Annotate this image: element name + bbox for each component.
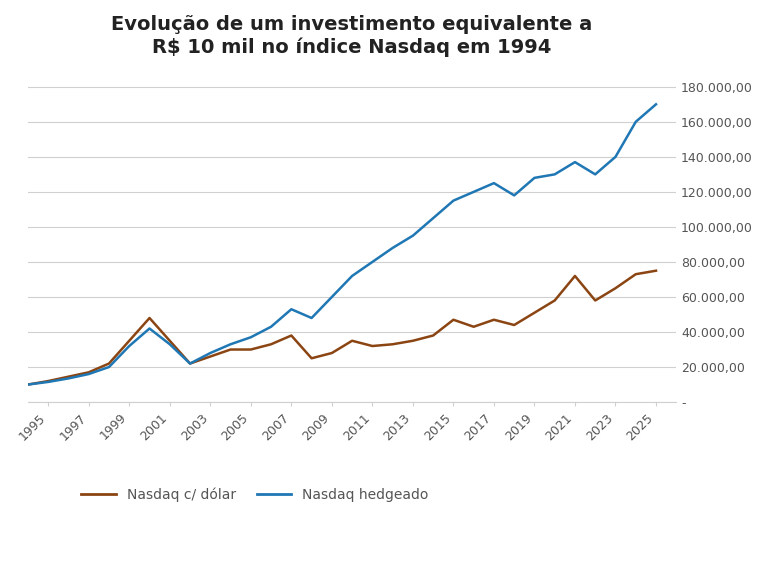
Nasdaq hedgeado — [23, 381, 32, 388]
Nasdaq hedgeado — [286, 306, 296, 313]
Nasdaq c/ dólar — [449, 316, 458, 323]
Nasdaq c/ dólar — [124, 338, 134, 344]
Nasdaq c/ dólar — [206, 353, 215, 360]
Nasdaq hedgeado — [489, 180, 498, 187]
Nasdaq c/ dólar — [611, 285, 620, 291]
Nasdaq hedgeado — [165, 341, 174, 348]
Nasdaq hedgeado — [266, 323, 276, 330]
Nasdaq hedgeado — [631, 118, 641, 125]
Nasdaq c/ dólar — [307, 355, 316, 362]
Nasdaq c/ dólar — [266, 341, 276, 348]
Nasdaq hedgeado — [124, 343, 134, 350]
Nasdaq hedgeado — [368, 259, 377, 266]
Nasdaq hedgeado — [611, 153, 620, 160]
Nasdaq c/ dólar — [368, 343, 377, 350]
Nasdaq hedgeado — [84, 370, 94, 377]
Nasdaq c/ dólar — [104, 360, 114, 367]
Nasdaq hedgeado — [510, 192, 519, 199]
Nasdaq c/ dólar — [286, 332, 296, 339]
Title: Evolução de um investimento equivalente a
R$ 10 mil no índice Nasdaq em 1994: Evolução de um investimento equivalente … — [111, 15, 593, 56]
Nasdaq c/ dólar — [651, 267, 660, 274]
Nasdaq hedgeado — [449, 197, 458, 204]
Nasdaq c/ dólar — [84, 369, 94, 376]
Nasdaq c/ dólar — [631, 271, 641, 278]
Nasdaq hedgeado — [104, 363, 114, 370]
Nasdaq hedgeado — [226, 341, 235, 348]
Nasdaq hedgeado — [530, 175, 539, 181]
Nasdaq c/ dólar — [23, 381, 32, 388]
Nasdaq hedgeado — [591, 171, 600, 178]
Nasdaq c/ dólar — [591, 297, 600, 304]
Nasdaq hedgeado — [429, 215, 438, 222]
Nasdaq c/ dólar — [145, 314, 154, 321]
Nasdaq hedgeado — [307, 314, 316, 321]
Nasdaq hedgeado — [145, 325, 154, 332]
Nasdaq c/ dólar — [530, 309, 539, 316]
Nasdaq c/ dólar — [409, 338, 418, 344]
Nasdaq hedgeado — [206, 350, 215, 357]
Nasdaq c/ dólar — [510, 321, 519, 328]
Nasdaq c/ dólar — [44, 378, 53, 385]
Nasdaq c/ dólar — [165, 338, 174, 344]
Nasdaq hedgeado — [550, 171, 559, 178]
Nasdaq hedgeado — [327, 294, 336, 301]
Nasdaq hedgeado — [44, 378, 53, 385]
Nasdaq hedgeado — [347, 272, 356, 279]
Line: Nasdaq c/ dólar: Nasdaq c/ dólar — [28, 271, 656, 385]
Nasdaq c/ dólar — [185, 360, 194, 367]
Nasdaq c/ dólar — [571, 272, 580, 279]
Nasdaq hedgeado — [185, 360, 194, 367]
Nasdaq c/ dólar — [469, 323, 478, 330]
Nasdaq c/ dólar — [388, 341, 397, 348]
Nasdaq c/ dólar — [347, 338, 356, 344]
Nasdaq c/ dólar — [550, 297, 559, 304]
Nasdaq hedgeado — [651, 101, 660, 108]
Nasdaq hedgeado — [247, 334, 256, 341]
Nasdaq c/ dólar — [327, 350, 336, 357]
Nasdaq c/ dólar — [489, 316, 498, 323]
Nasdaq c/ dólar — [226, 346, 235, 353]
Nasdaq hedgeado — [388, 244, 397, 251]
Nasdaq hedgeado — [409, 232, 418, 239]
Nasdaq c/ dólar — [429, 332, 438, 339]
Nasdaq hedgeado — [469, 188, 478, 195]
Nasdaq hedgeado — [571, 158, 580, 165]
Nasdaq c/ dólar — [247, 346, 256, 353]
Line: Nasdaq hedgeado: Nasdaq hedgeado — [28, 104, 656, 385]
Nasdaq c/ dólar — [64, 373, 73, 380]
Nasdaq hedgeado — [64, 375, 73, 382]
Legend: Nasdaq c/ dólar, Nasdaq hedgeado: Nasdaq c/ dólar, Nasdaq hedgeado — [75, 482, 435, 508]
